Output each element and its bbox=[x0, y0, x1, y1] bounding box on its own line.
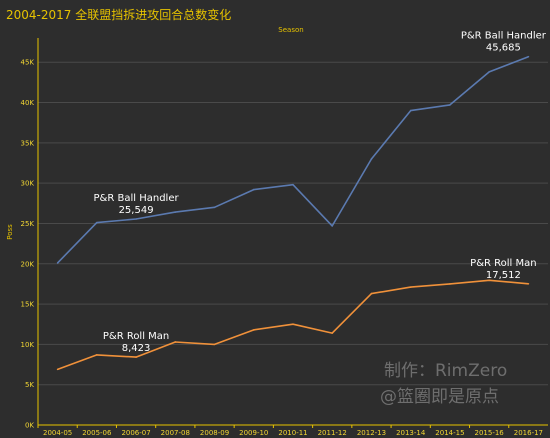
y-tick-label-0K: 0K bbox=[25, 422, 34, 430]
data-point-2008-09 bbox=[213, 343, 216, 346]
data-point-2010-11 bbox=[292, 323, 294, 326]
data-point-2006-07 bbox=[135, 218, 137, 220]
annotation-series-name: P&R Roll Man bbox=[470, 258, 536, 269]
data-point-2009-10 bbox=[252, 188, 255, 191]
x-tick-label-2015-16: 2015-16 bbox=[475, 429, 505, 437]
data-point-2014-15 bbox=[449, 283, 451, 285]
annotation-series-name: P&R Roll Man bbox=[103, 331, 169, 342]
x-tick-label-2004-05: 2004-05 bbox=[43, 429, 72, 437]
data-point-2016-17 bbox=[527, 283, 530, 285]
y-tick-label-20K: 20K bbox=[21, 260, 35, 268]
y-axis-label: Poss bbox=[6, 224, 14, 240]
y-tick-label-10K: 10K bbox=[21, 341, 35, 349]
data-point-2010-11 bbox=[292, 183, 294, 186]
x-tick-label-2006-07: 2006-07 bbox=[121, 429, 150, 437]
x-tick-label-2010-11: 2010-11 bbox=[278, 429, 307, 437]
x-tick-label-2016-17: 2016-17 bbox=[514, 429, 543, 437]
x-tick-label-2012-13: 2012-13 bbox=[357, 429, 386, 437]
annotation-value: 17,512 bbox=[486, 270, 521, 281]
data-point-2004-05 bbox=[56, 262, 59, 264]
annotation-value: 8,423 bbox=[122, 343, 151, 354]
data-point-2011-12 bbox=[331, 225, 334, 227]
data-point-2014-15 bbox=[449, 104, 451, 106]
series-lines bbox=[56, 55, 530, 371]
data-point-2007-08 bbox=[174, 341, 177, 343]
data-point-2007-08 bbox=[174, 211, 177, 213]
y-tick-label-30K: 30K bbox=[21, 180, 35, 188]
annotation-series-name: P&R Ball Handler bbox=[461, 31, 547, 42]
y-tick-label-35K: 35K bbox=[21, 139, 35, 147]
annotation-series-name: P&R Ball Handler bbox=[94, 193, 180, 204]
data-point-2005-06 bbox=[96, 354, 98, 356]
data-point-2016-17 bbox=[527, 55, 530, 58]
y-tick-label-15K: 15K bbox=[21, 301, 35, 309]
x-tick-label-2009-10: 2009-10 bbox=[239, 429, 268, 437]
data-point-2005-06 bbox=[96, 221, 98, 224]
data-point-2004-05 bbox=[56, 368, 59, 371]
data-point-2009-10 bbox=[252, 329, 255, 331]
data-point-2008-09 bbox=[213, 206, 216, 209]
x-tick-label-2005-06: 2005-06 bbox=[82, 429, 112, 437]
watermark-handle: @篮圈即是原点 bbox=[380, 387, 499, 407]
grid-lines bbox=[38, 61, 548, 386]
x-tick-label-2014-15: 2014-15 bbox=[435, 429, 464, 437]
axes: 0K 5K 10K 15K 20K 25K 30K 35K 40K 45K 2004-05 2005-… bbox=[21, 38, 548, 437]
series-line-ball-handler bbox=[57, 55, 529, 264]
x-tick-label-2011-12: 2011-12 bbox=[318, 429, 347, 437]
x-tick-label-2008-09: 2008-09 bbox=[200, 429, 229, 437]
x-tick-label-2013-14: 2013-14 bbox=[396, 429, 426, 437]
x-tick-label-2007-08: 2007-08 bbox=[161, 429, 190, 437]
data-point-2011-12 bbox=[331, 332, 334, 334]
data-point-2015-16 bbox=[488, 71, 490, 73]
data-point-2006-07 bbox=[135, 356, 137, 358]
chart-title: 2004-2017 全联盟挡拆进攻回合总数变化 bbox=[6, 8, 232, 22]
y-tick-label-25K: 25K bbox=[21, 220, 35, 228]
y-tick-label-5K: 5K bbox=[25, 381, 34, 389]
annotation-value: 25,549 bbox=[119, 205, 154, 216]
watermark-author: 制作：RimZero bbox=[384, 361, 507, 381]
y-tick-label-40K: 40K bbox=[21, 99, 35, 107]
data-point-2012-13 bbox=[370, 158, 373, 160]
data-point-2012-13 bbox=[370, 292, 373, 295]
annotation-value: 45,685 bbox=[486, 43, 521, 54]
data-point-2015-16 bbox=[488, 279, 490, 282]
y-tick-label-45K: 45K bbox=[21, 59, 35, 67]
data-point-2013-14 bbox=[409, 286, 412, 288]
x-axis-label: Season bbox=[278, 26, 303, 34]
data-point-2013-14 bbox=[409, 109, 412, 112]
